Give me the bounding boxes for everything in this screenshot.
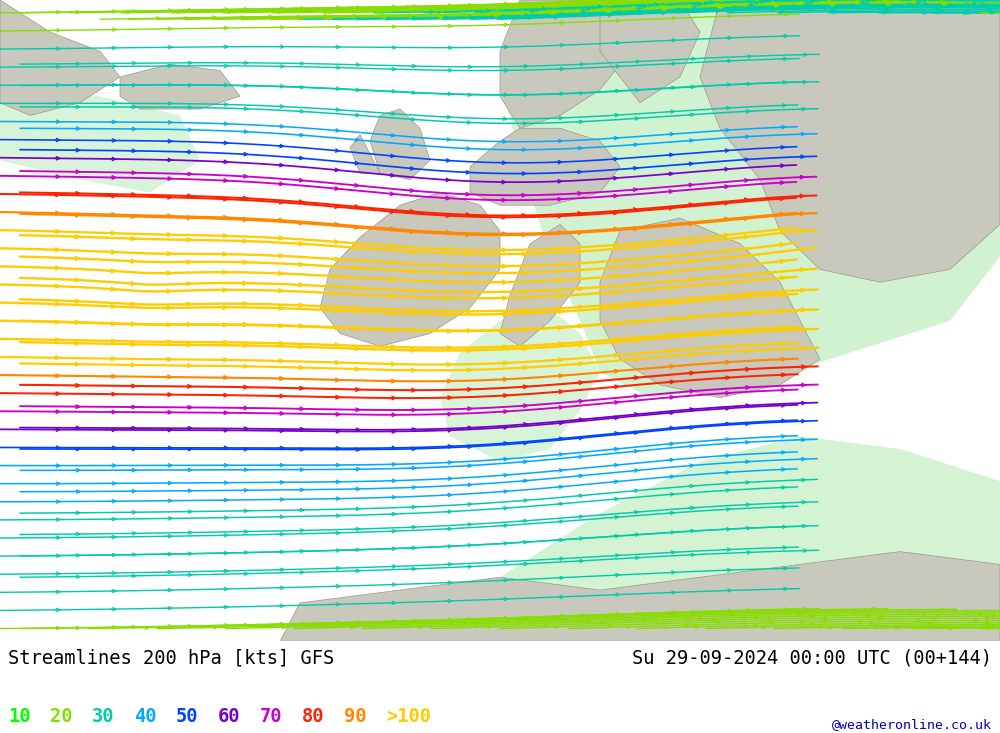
Polygon shape	[0, 0, 120, 115]
Polygon shape	[440, 308, 600, 462]
Polygon shape	[500, 0, 1000, 397]
Polygon shape	[420, 436, 1000, 641]
Text: Su 29-09-2024 00:00 UTC (00+144): Su 29-09-2024 00:00 UTC (00+144)	[632, 649, 992, 668]
Text: 80: 80	[302, 707, 324, 726]
Polygon shape	[500, 224, 580, 346]
Text: 10: 10	[8, 707, 30, 726]
Polygon shape	[280, 551, 1000, 641]
Polygon shape	[500, 0, 630, 128]
Text: 30: 30	[92, 707, 114, 726]
Text: 70: 70	[260, 707, 283, 726]
Polygon shape	[320, 193, 500, 346]
Text: 60: 60	[218, 707, 241, 726]
Text: >100: >100	[386, 707, 431, 726]
Text: 50: 50	[176, 707, 199, 726]
Text: Streamlines 200 hPa [kts] GFS: Streamlines 200 hPa [kts] GFS	[8, 649, 334, 668]
Polygon shape	[370, 109, 430, 180]
Text: 90: 90	[344, 707, 366, 726]
Polygon shape	[470, 128, 620, 205]
Polygon shape	[700, 0, 1000, 282]
Text: 40: 40	[134, 707, 156, 726]
Text: 20: 20	[50, 707, 72, 726]
Polygon shape	[600, 0, 700, 103]
Text: @weatheronline.co.uk: @weatheronline.co.uk	[832, 718, 992, 732]
Polygon shape	[600, 218, 820, 397]
Polygon shape	[120, 64, 240, 109]
Polygon shape	[0, 96, 200, 193]
Polygon shape	[350, 135, 380, 173]
